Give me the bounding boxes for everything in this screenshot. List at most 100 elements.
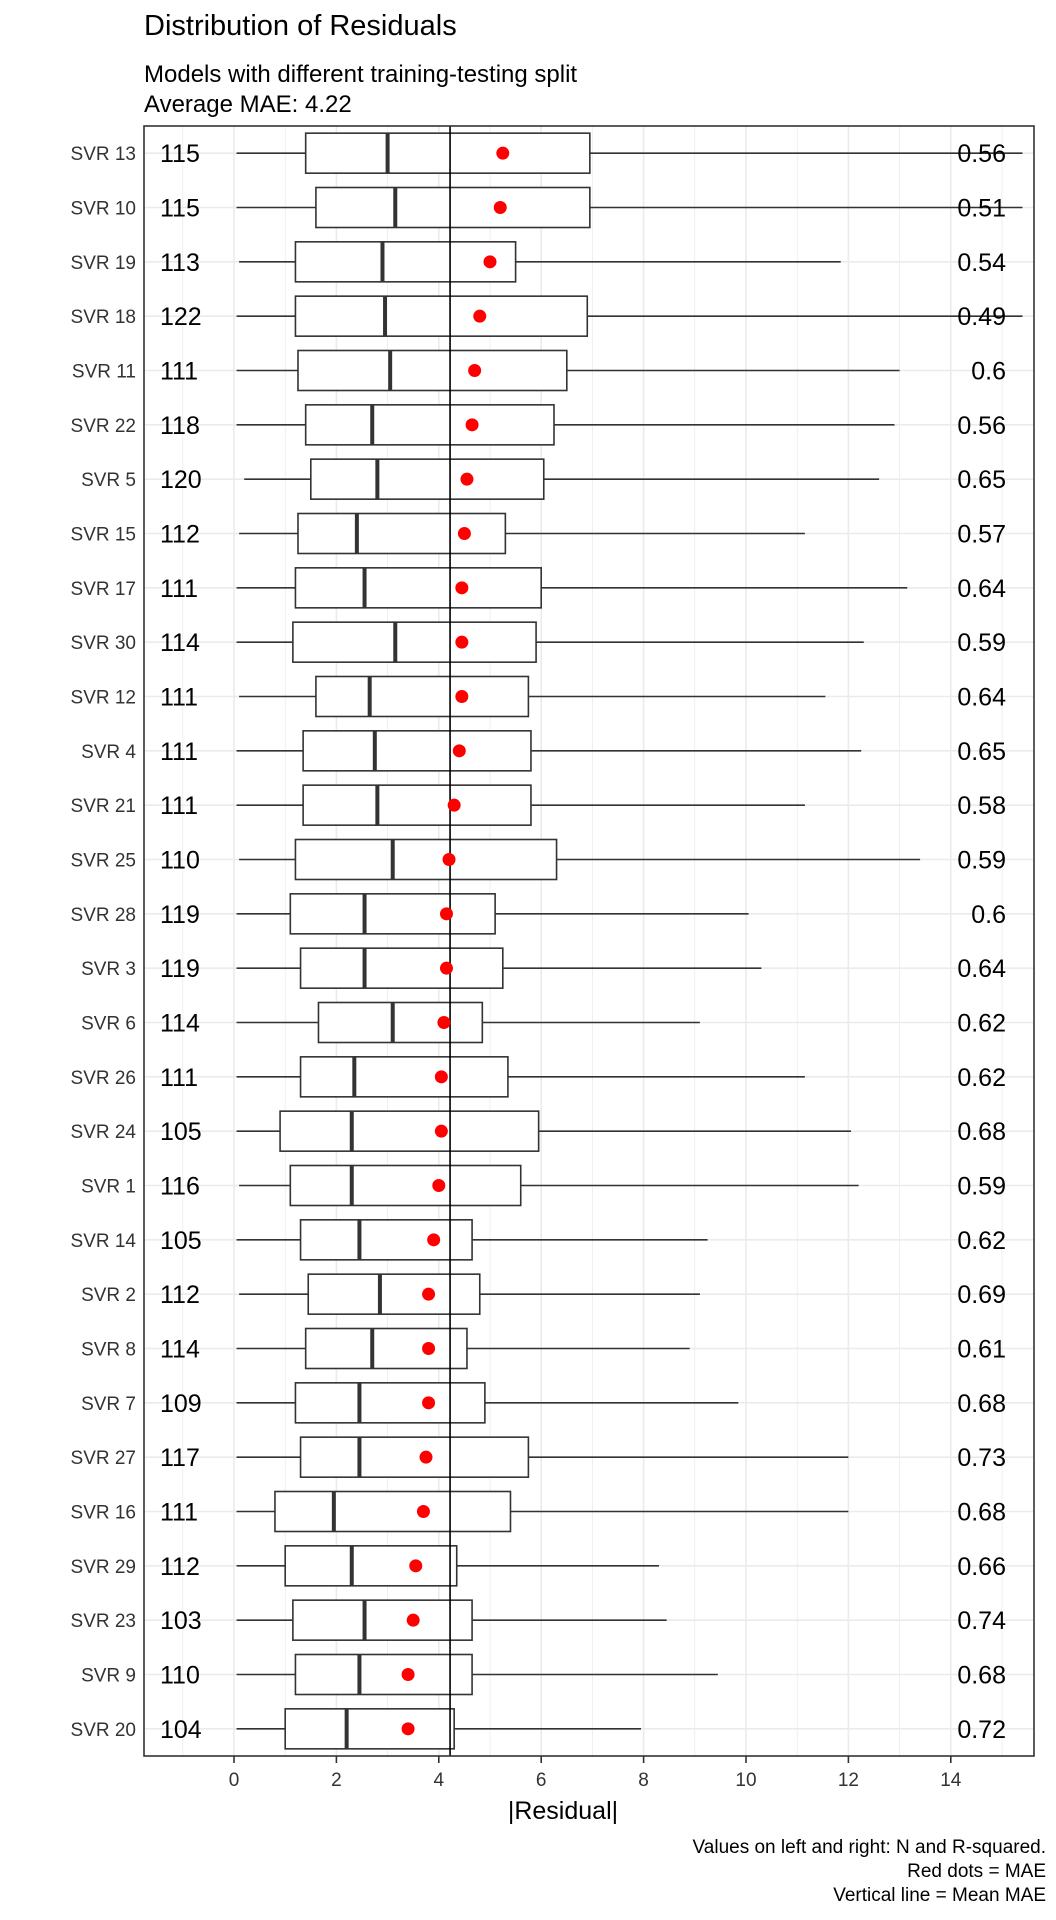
iqr-box — [292, 621, 537, 663]
box-svr-29 — [236, 1545, 659, 1587]
n-value-label: 103 — [160, 1607, 202, 1635]
n-value-label: 114 — [160, 1336, 200, 1364]
y-tick-label: SVR 7 — [81, 1394, 136, 1415]
n-value-label: 117 — [160, 1444, 200, 1472]
y-tick-label: SVR 15 — [71, 525, 136, 546]
iqr-box — [315, 675, 530, 718]
r-squared-label: 0.66 — [957, 1553, 1006, 1581]
mae-dot — [432, 1179, 446, 1192]
iqr-box — [294, 295, 589, 337]
r-squared-label: 0.64 — [957, 684, 1006, 712]
caption-line-2: Red dots = MAE — [907, 1861, 1046, 1882]
y-tick-label: SVR 20 — [71, 1720, 136, 1741]
y-tick-label: SVR 10 — [71, 199, 136, 220]
box-svr-4 — [236, 730, 862, 772]
iqr-box — [299, 1436, 530, 1478]
y-tick-label: SVR 9 — [81, 1666, 136, 1687]
box-svr-25 — [239, 838, 921, 881]
subtitle-line-2: Average MAE: 4.22 — [144, 91, 352, 118]
caption-line-1: Values on left and right: N and R-square… — [692, 1837, 1046, 1858]
r-squared-label: 0.74 — [957, 1607, 1006, 1635]
r-squared-label: 0.6 — [971, 358, 1006, 386]
n-value-label: 104 — [160, 1716, 202, 1744]
y-tick-label: SVR 12 — [71, 688, 136, 709]
r-squared-label: 0.68 — [957, 1499, 1006, 1527]
mae-dot — [434, 1124, 448, 1138]
iqr-box — [274, 1490, 512, 1533]
y-tick-label: SVR 13 — [71, 144, 136, 165]
mae-dot — [422, 1342, 436, 1355]
y-tick-label: SVR 28 — [71, 905, 136, 926]
mae-dot — [455, 690, 469, 703]
mae-dot — [439, 907, 453, 921]
box-series — [236, 132, 1023, 1750]
n-value-label: 120 — [160, 466, 202, 494]
y-tick-label: SVR 29 — [71, 1557, 136, 1578]
mae-dot — [422, 1287, 436, 1301]
r-squared-label: 0.51 — [957, 195, 1006, 223]
y-tick-label: SVR 8 — [81, 1340, 136, 1361]
box-svr-24 — [236, 1110, 851, 1152]
r-squared-label: 0.59 — [957, 629, 1006, 657]
chart-subtitle: Models with different training-testing s… — [144, 60, 577, 120]
box-svr-28 — [236, 893, 749, 935]
x-tick-label: 4 — [434, 1770, 445, 1791]
iqr-box — [304, 404, 555, 446]
grid-lines — [144, 126, 1034, 1756]
box-svr-13 — [236, 132, 1023, 174]
r-squared-label: 0.49 — [957, 303, 1006, 331]
y-tick-label: SVR 22 — [71, 416, 136, 437]
n-value-label: 119 — [160, 955, 200, 983]
mae-dot — [447, 798, 461, 812]
mae-dot — [416, 1505, 430, 1518]
x-tick-label: 0 — [229, 1770, 240, 1791]
n-value-label: 111 — [160, 1499, 198, 1527]
iqr-box — [299, 1056, 509, 1098]
n-value-label: 110 — [160, 847, 200, 875]
n-value-label: 111 — [160, 358, 198, 386]
panel-border — [143, 125, 1035, 1757]
iqr-box — [284, 1545, 458, 1587]
iqr-box — [294, 838, 558, 881]
n-value-label: 111 — [160, 792, 198, 820]
mae-dot — [419, 1450, 433, 1464]
mae-dot — [439, 961, 453, 975]
iqr-box — [304, 1327, 468, 1370]
mae-dot — [406, 1613, 420, 1627]
box-svr-12 — [239, 675, 826, 718]
iqr-box — [317, 1001, 484, 1044]
r-squared-label: 0.64 — [957, 955, 1006, 983]
n-value-label: 118 — [160, 412, 200, 440]
r-squared-label: 0.59 — [957, 847, 1006, 875]
iqr-box — [294, 567, 542, 609]
r-squared-label: 0.57 — [957, 521, 1006, 549]
mae-dot — [473, 309, 487, 323]
y-tick-label: SVR 2 — [81, 1285, 136, 1306]
chart-title: Distribution of Residuals — [144, 10, 457, 42]
y-tick-label: SVR 4 — [81, 742, 136, 763]
box-svr-3 — [236, 947, 762, 989]
mae-dot — [493, 201, 507, 214]
subtitle-line-1: Models with different training-testing s… — [144, 61, 578, 88]
y-tick-label: SVR 27 — [71, 1448, 136, 1469]
y-tick-label: SVR 17 — [71, 579, 136, 600]
r-squared-label: 0.62 — [957, 1227, 1006, 1255]
box-svr-9 — [236, 1653, 718, 1696]
y-tick-label: SVR 1 — [81, 1177, 136, 1198]
r-squared-label: 0.56 — [957, 140, 1006, 168]
iqr-box — [284, 1708, 455, 1750]
iqr-box — [315, 186, 591, 229]
iqr-box — [294, 241, 517, 283]
n-value-label: 115 — [160, 195, 200, 223]
mae-dot — [401, 1722, 415, 1736]
iqr-box — [289, 1164, 522, 1207]
iqr-box — [302, 730, 532, 772]
chart-caption: Values on left and right: N and R-square… — [693, 1836, 1046, 1908]
mae-dot — [468, 364, 482, 377]
iqr-box — [289, 893, 496, 935]
box-svr-23 — [236, 1599, 667, 1641]
mae-dot — [442, 853, 456, 866]
y-tick-label: SVR 25 — [71, 851, 136, 872]
y-tick-label: SVR 18 — [71, 307, 136, 328]
n-value-label: 105 — [160, 1227, 202, 1255]
